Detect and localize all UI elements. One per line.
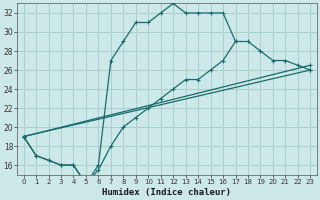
X-axis label: Humidex (Indice chaleur): Humidex (Indice chaleur) [102, 188, 231, 197]
